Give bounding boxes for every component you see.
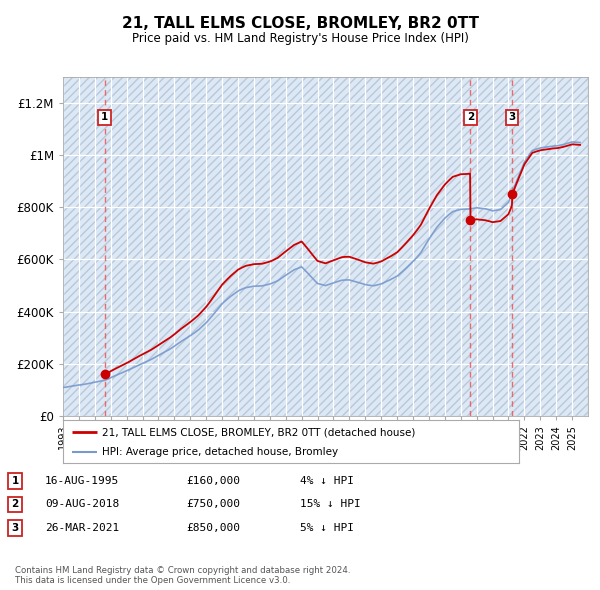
- Text: £850,000: £850,000: [186, 523, 240, 533]
- Text: 16-AUG-1995: 16-AUG-1995: [45, 476, 119, 486]
- Text: 5% ↓ HPI: 5% ↓ HPI: [300, 523, 354, 533]
- Text: 3: 3: [509, 113, 516, 122]
- Text: 4% ↓ HPI: 4% ↓ HPI: [300, 476, 354, 486]
- Text: 1: 1: [101, 113, 108, 122]
- Text: Contains HM Land Registry data © Crown copyright and database right 2024.
This d: Contains HM Land Registry data © Crown c…: [15, 566, 350, 585]
- Text: 09-AUG-2018: 09-AUG-2018: [45, 500, 119, 509]
- Text: 3: 3: [11, 523, 19, 533]
- Text: £160,000: £160,000: [186, 476, 240, 486]
- Text: 15% ↓ HPI: 15% ↓ HPI: [300, 500, 361, 509]
- Text: 2: 2: [467, 113, 474, 122]
- Text: 21, TALL ELMS CLOSE, BROMLEY, BR2 0TT: 21, TALL ELMS CLOSE, BROMLEY, BR2 0TT: [121, 16, 479, 31]
- Text: £750,000: £750,000: [186, 500, 240, 509]
- Text: 2: 2: [11, 500, 19, 509]
- Text: 26-MAR-2021: 26-MAR-2021: [45, 523, 119, 533]
- Text: 21, TALL ELMS CLOSE, BROMLEY, BR2 0TT (detached house): 21, TALL ELMS CLOSE, BROMLEY, BR2 0TT (d…: [102, 427, 415, 437]
- Text: Price paid vs. HM Land Registry's House Price Index (HPI): Price paid vs. HM Land Registry's House …: [131, 32, 469, 45]
- Text: 1: 1: [11, 476, 19, 486]
- Text: HPI: Average price, detached house, Bromley: HPI: Average price, detached house, Brom…: [102, 447, 338, 457]
